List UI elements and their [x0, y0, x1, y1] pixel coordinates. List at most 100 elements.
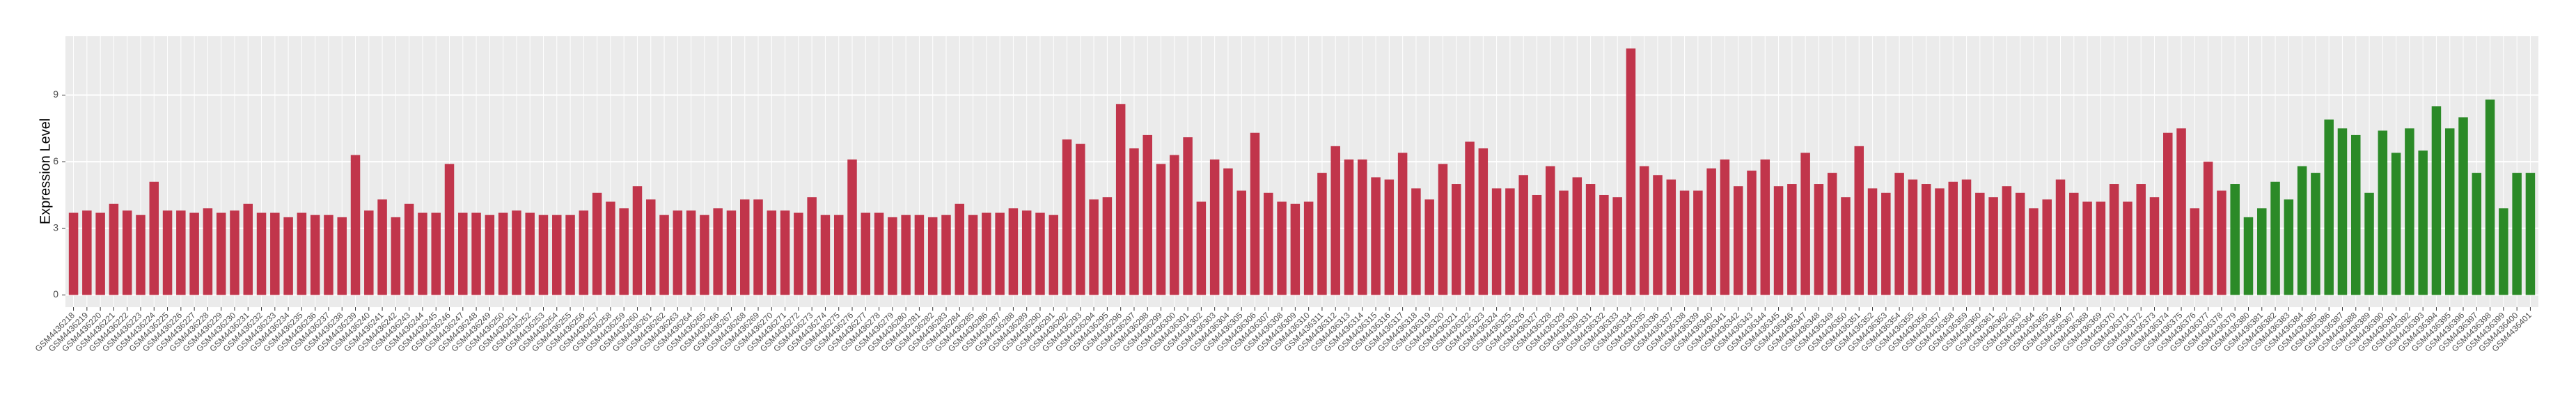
bar	[2405, 128, 2414, 295]
bar	[283, 217, 293, 295]
bar	[646, 199, 656, 295]
bar	[1532, 194, 1542, 295]
bar	[2257, 208, 2267, 295]
bar	[1787, 184, 1797, 295]
bar	[82, 210, 92, 295]
bar	[1921, 184, 1931, 295]
bar	[1559, 190, 1569, 295]
bar	[968, 215, 978, 295]
bar	[686, 210, 696, 295]
bar	[203, 208, 213, 295]
bar	[726, 210, 737, 295]
bar	[1076, 143, 1085, 295]
bar	[901, 215, 911, 295]
bar	[109, 203, 119, 295]
bar	[1948, 181, 1958, 295]
bar	[2149, 197, 2160, 295]
bar	[1465, 141, 1475, 295]
bar	[162, 210, 173, 295]
bar	[1196, 201, 1207, 295]
bar	[1814, 184, 1824, 295]
bar	[673, 210, 683, 295]
bar	[1223, 168, 1233, 295]
bar	[2096, 201, 2106, 295]
bar	[1867, 188, 1878, 295]
bar	[2123, 201, 2133, 295]
bar	[982, 212, 991, 295]
bar	[2337, 128, 2348, 295]
bar	[780, 210, 790, 295]
bar	[270, 212, 280, 295]
bar	[377, 199, 387, 295]
bar	[1706, 168, 1716, 295]
bar	[1827, 173, 1837, 295]
bar	[1881, 192, 1891, 295]
bar	[606, 201, 615, 295]
bar	[1358, 159, 1367, 295]
bar	[1585, 184, 1596, 295]
bar	[2176, 128, 2186, 295]
bar	[1209, 159, 1220, 295]
bar	[914, 215, 925, 295]
bar	[2512, 173, 2522, 295]
bar	[861, 212, 871, 295]
bar	[700, 215, 709, 295]
bar	[68, 212, 79, 295]
bar	[2029, 208, 2039, 295]
bar	[2431, 106, 2442, 295]
bar	[95, 212, 105, 295]
bar	[1264, 192, 1273, 295]
bar	[1035, 212, 1045, 295]
y-tick-label: 3	[53, 222, 58, 233]
bar	[2391, 153, 2401, 295]
bar	[833, 215, 844, 295]
bar	[2136, 184, 2146, 295]
bar	[1935, 188, 1945, 295]
bar	[2042, 199, 2052, 295]
bar	[2203, 162, 2213, 295]
bar	[2472, 173, 2482, 295]
bar	[230, 210, 239, 295]
bar	[1115, 104, 1126, 295]
bar	[1693, 190, 1703, 295]
bar	[1653, 175, 1663, 295]
bar	[1371, 177, 1381, 295]
bar	[1733, 186, 1743, 295]
bar	[632, 186, 643, 295]
bar	[297, 212, 307, 295]
bar	[1545, 166, 1555, 295]
bar	[324, 215, 333, 295]
bar	[243, 203, 253, 295]
bar	[1894, 173, 1904, 295]
bar	[391, 217, 401, 295]
bar	[888, 217, 897, 295]
bar	[1747, 170, 1757, 295]
bar	[579, 210, 589, 295]
bar	[767, 210, 777, 295]
bar	[1773, 186, 1784, 295]
bar	[176, 210, 186, 295]
bar	[2499, 208, 2508, 295]
bar	[619, 208, 629, 295]
bar	[2109, 184, 2119, 295]
bar	[2378, 130, 2388, 295]
y-tick-label: 6	[53, 155, 58, 166]
bar	[1062, 139, 1072, 295]
bar	[337, 217, 347, 295]
bar	[418, 212, 427, 295]
bar	[1290, 203, 1301, 295]
bar	[404, 203, 414, 295]
bar	[2444, 128, 2455, 295]
bar	[1988, 197, 1998, 295]
bar	[1397, 153, 1408, 295]
bar	[565, 215, 575, 295]
bar	[1142, 134, 1152, 295]
bar	[1317, 173, 1327, 295]
bar	[458, 212, 468, 295]
bar	[1720, 159, 1730, 295]
bar	[1908, 179, 1918, 295]
bar	[2069, 192, 2079, 295]
bar	[1612, 197, 1622, 295]
bar	[1236, 190, 1246, 295]
bar	[2190, 208, 2200, 295]
